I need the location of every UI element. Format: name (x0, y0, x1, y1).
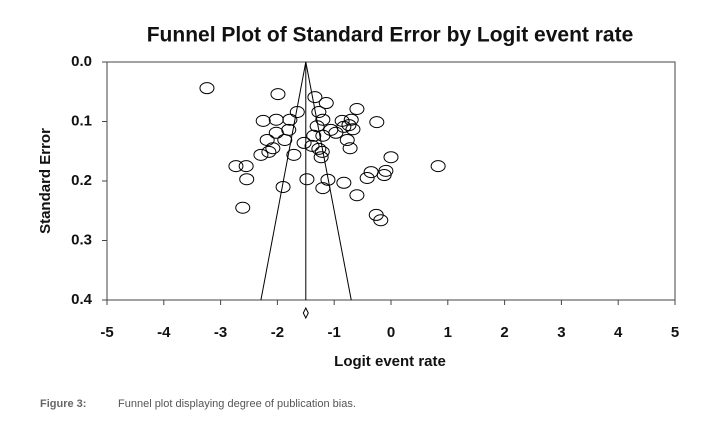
study-point (315, 113, 331, 126)
y-axis-label: Standard Error (37, 128, 54, 234)
study-point (328, 126, 344, 139)
study-point (323, 123, 339, 136)
study-point (336, 176, 352, 189)
study-point (239, 173, 255, 186)
study-point (296, 136, 312, 149)
study-point (282, 113, 298, 126)
study-point (270, 88, 286, 101)
x-tick-label: -3 (214, 324, 227, 341)
study-point (299, 173, 315, 186)
study-point (261, 145, 277, 158)
study-point (315, 129, 331, 142)
y-tick-label: 0.1 (71, 112, 92, 129)
x-tick-label: 1 (444, 324, 452, 341)
study-point (339, 133, 355, 146)
study-point (277, 133, 293, 146)
funnel-line (305, 61, 352, 301)
study-point (320, 173, 336, 186)
y-tick-label: 0.3 (71, 231, 92, 248)
study-point (341, 119, 357, 132)
study-point (275, 180, 291, 193)
study-point (349, 189, 365, 202)
study-point (373, 214, 389, 227)
study-point (376, 169, 392, 182)
x-tick-label: 5 (671, 324, 679, 341)
study-point (238, 160, 254, 173)
study-point (235, 201, 251, 214)
study-point (259, 133, 275, 146)
study-point (306, 129, 322, 142)
figure-caption: Funnel plot displaying degree of publica… (118, 398, 356, 410)
x-tick-label: -4 (157, 324, 171, 341)
x-tick-label: 4 (614, 324, 623, 341)
x-tick-label: 0 (387, 324, 395, 341)
x-tick-label: 3 (557, 324, 565, 341)
y-tick-label: 0.2 (71, 172, 92, 189)
study-point (255, 114, 271, 127)
study-point (314, 145, 330, 158)
study-point (311, 142, 327, 155)
study-point (430, 160, 446, 173)
study-point (286, 148, 302, 161)
study-point (253, 148, 269, 161)
study-point (265, 142, 281, 155)
x-axis-label: Logit event rate (334, 353, 446, 370)
study-point (199, 82, 215, 95)
x-tick-label: -2 (271, 324, 284, 341)
y-tick-label: 0.0 (71, 53, 92, 70)
x-tick-label: -5 (100, 324, 113, 341)
study-point (228, 160, 244, 173)
study-point (345, 123, 361, 136)
x-tick-label: -1 (328, 324, 341, 341)
study-point (315, 182, 331, 195)
study-point (268, 126, 284, 139)
study-point (318, 97, 334, 110)
study-point (268, 113, 284, 126)
study-point (309, 120, 325, 133)
figure-label: Figure 3: (40, 398, 86, 410)
study-point (349, 103, 365, 116)
study-point (313, 151, 329, 164)
pooled-diamond (302, 306, 309, 320)
study-point (311, 105, 327, 118)
study-point (343, 113, 359, 126)
study-point (369, 116, 385, 129)
plot-frame (106, 61, 676, 301)
study-point (307, 91, 323, 104)
y-tick-label: 0.4 (71, 291, 93, 308)
study-point (359, 172, 375, 185)
study-point (281, 123, 297, 136)
study-point (342, 142, 358, 155)
study-point (289, 105, 305, 118)
chart-title: Funnel Plot of Standard Error by Logit e… (147, 24, 634, 47)
study-point (383, 151, 399, 164)
x-tick-label: 2 (500, 324, 508, 341)
